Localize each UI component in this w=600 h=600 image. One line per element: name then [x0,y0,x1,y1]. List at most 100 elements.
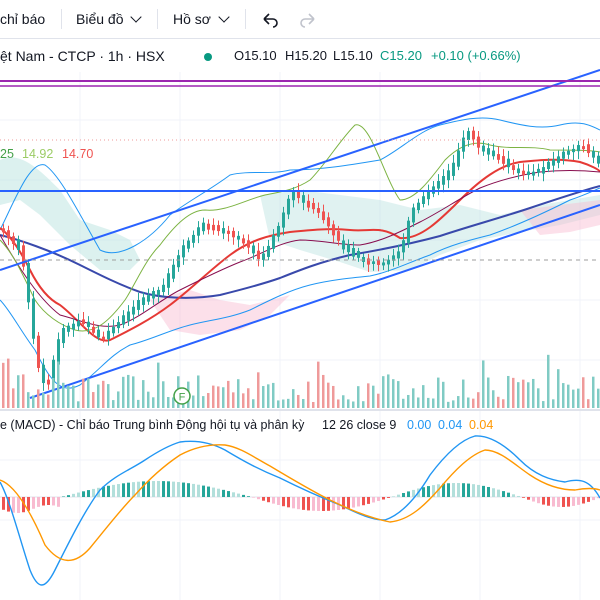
volume-bar [297,394,300,408]
candle-body [97,329,100,338]
histogram-bar [452,483,455,497]
volume-bar [82,378,85,408]
candle-body [192,234,195,243]
histogram-bar [222,489,225,497]
candle-body [537,168,540,173]
candle-body [307,200,310,208]
volume-bar [292,389,295,408]
histogram-bar [137,481,140,497]
volume-bar [267,384,270,408]
candle-body [372,261,375,264]
histogram-bar [257,497,260,500]
volume-bar [192,395,195,408]
candle-body [332,224,335,236]
histogram-bar [127,482,130,497]
candle-body [82,319,85,324]
volume-bar [157,362,160,408]
macd-title[interactable]: e (MACD) - Chỉ báo Trung bình Động hội t… [0,418,305,432]
histogram-bar [502,491,505,497]
histogram-bar [192,483,195,497]
volume-bar [597,388,600,408]
histogram-bar [207,486,210,497]
top-toolbar: chỉ báo Biểu đồ Hồ sơ [0,0,600,39]
histogram-bar [87,490,90,497]
histogram-bar [352,497,355,508]
candle-body [407,220,410,244]
candle-body [157,289,160,295]
histogram-bar [497,489,500,497]
volume-bar [117,391,120,408]
candle-body [482,145,485,152]
chart-menu-button[interactable]: Biểu đồ [76,0,143,38]
candle-body [592,150,595,158]
channel-upper-line[interactable] [0,69,600,271]
volume-bar [222,387,225,408]
histogram-bar [367,497,370,504]
histogram-bar [587,497,590,502]
redo-button[interactable] [298,0,318,38]
candle-body [412,207,415,223]
volume-bar [352,401,355,408]
volume-bar [237,379,240,408]
histogram-bar [547,497,550,506]
histogram-bar [317,497,320,511]
bollinger-lower [0,187,600,389]
volume-bar [247,388,250,408]
volume-bar [52,377,55,408]
histogram-bar [427,486,430,497]
volume-bar [382,376,385,408]
indicators-button[interactable]: chỉ báo [0,0,45,38]
candle-body [87,321,90,328]
symbol-name[interactable]: ệt Nam - CTCP · 1h · HSX [0,48,165,64]
volume-bar [472,398,475,408]
candle-body [92,326,95,333]
histogram-bar [447,483,450,497]
candle-body [107,330,110,340]
candle-body [227,230,230,234]
histogram-bar [312,497,315,511]
volume-bar [147,391,150,408]
financials-marker[interactable]: F [173,387,191,405]
histogram-bar [152,481,155,497]
volume-bar [462,379,465,408]
volume-bar [367,383,370,408]
histogram-bar [597,497,600,499]
volume-bar [62,382,65,408]
candle-body [357,251,360,258]
candle-body [207,223,210,230]
candle-body [402,240,405,253]
histogram-bar [2,497,5,510]
histogram-bar [227,491,230,497]
histogram-bar [472,484,475,497]
candle-body [2,228,5,233]
candle-body [187,240,190,249]
volume-bar [42,392,45,408]
profile-menu-button[interactable]: Hồ sơ [173,0,230,38]
candle-body [557,156,560,163]
candle-body [337,231,340,241]
volume-bar [582,377,585,408]
candle-body [382,262,385,266]
channel-lower-line[interactable] [29,204,600,399]
undo-button[interactable] [260,0,280,38]
volume-bar [337,399,340,408]
ohlc-change: +0.10 (+0.66%) [431,48,521,63]
candle-body [492,150,495,157]
volume-bar [587,399,590,408]
candle-body [487,148,490,155]
candle-body [462,137,465,152]
volume-bar [122,376,125,408]
histogram-bar [277,497,280,505]
candle-body [27,263,30,303]
volume-bar [17,375,20,408]
histogram-bar [487,486,490,497]
volume-bar [432,398,435,408]
volume-bar [407,394,410,408]
volume-bar [217,386,220,408]
histogram-bar [22,497,25,513]
histogram-bar [527,497,530,500]
candle-body [567,150,570,155]
histogram-bar [482,485,485,497]
volume-bar [327,382,330,408]
